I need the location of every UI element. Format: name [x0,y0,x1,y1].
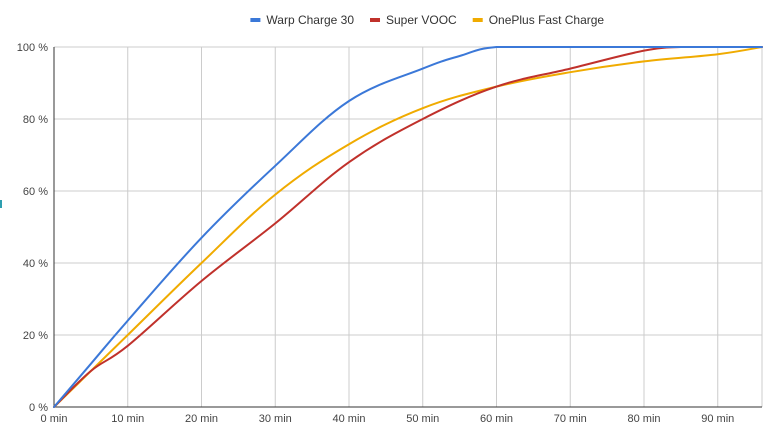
x-tick-label: 30 min [259,413,292,425]
x-tick-label: 70 min [554,413,587,425]
axes [53,47,762,408]
series-line-oneplus-fast-charge [53,46,763,408]
x-tick-label: 0 min [41,413,68,425]
y-tick-label: 80 % [23,114,48,126]
x-tick-label: 40 min [332,413,365,425]
y-tick-label: 0 % [29,402,48,414]
y-tick-label: 60 % [23,186,48,198]
y-tick-label: 40 % [23,258,48,270]
x-tick-label: 50 min [406,413,439,425]
left-edge-marker [0,200,2,208]
gridlines [54,46,763,407]
x-tick-label: 90 min [701,413,734,425]
x-tick-label: 10 min [111,413,144,425]
series-line-warp-charge-30 [53,45,763,408]
series-lines [53,45,763,408]
legend-swatch-super-vooc [370,18,381,22]
legend: Warp Charge 30 Super VOOC OnePlus Fast Cha… [250,13,604,27]
legend-label-warp-charge-30: Warp Charge 30 [266,13,354,27]
legend-label-super-vooc: Super VOOC [386,13,457,27]
x-tick-label: 20 min [185,413,218,425]
x-tick-label: 80 min [627,413,660,425]
legend-label-oneplus-fast-charge: OnePlus Fast Charge [489,13,605,27]
y-tick-label: 100 % [17,42,48,54]
y-tick-label: 20 % [23,330,48,342]
tick-labels: 0 % 20 % 40 % 60 % 80 % 100 % 0 min 10 min 20 mi… [17,42,734,425]
series-line-super-vooc [53,46,763,408]
legend-swatch-warp-charge-30 [250,18,261,22]
legend-swatch-oneplus-fast-charge [472,18,483,22]
x-tick-label: 60 min [480,413,513,425]
